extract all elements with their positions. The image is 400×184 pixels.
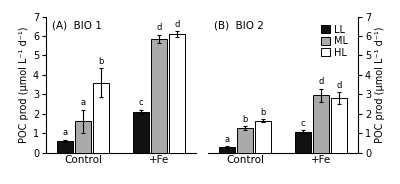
Text: d: d <box>336 81 342 90</box>
Text: b: b <box>242 115 248 124</box>
Text: b: b <box>98 57 104 66</box>
Text: c: c <box>301 119 305 128</box>
Bar <box>57 141 73 153</box>
Text: d: d <box>156 23 162 32</box>
Text: a: a <box>62 128 68 137</box>
Text: a: a <box>80 98 86 107</box>
Text: (A)  BIO 1: (A) BIO 1 <box>52 21 102 31</box>
Bar <box>219 147 235 153</box>
Text: (B)  BIO 2: (B) BIO 2 <box>214 21 264 31</box>
Bar <box>313 95 329 153</box>
Y-axis label: POC prod (μmol L⁻¹ d⁻¹): POC prod (μmol L⁻¹ d⁻¹) <box>19 26 29 143</box>
Bar <box>169 34 185 153</box>
Text: a: a <box>224 135 230 144</box>
Bar <box>295 132 311 153</box>
Legend: LL, ML, HL: LL, ML, HL <box>319 23 350 60</box>
Bar <box>133 112 149 153</box>
Text: d: d <box>174 20 180 29</box>
Bar <box>255 121 271 153</box>
Bar <box>75 121 91 153</box>
Bar <box>331 98 347 153</box>
Text: d: d <box>318 77 324 86</box>
Text: b: b <box>260 108 266 117</box>
Bar <box>151 39 167 153</box>
Bar <box>93 83 109 153</box>
Text: c: c <box>139 98 143 107</box>
Y-axis label: POC prod (μmol L⁻¹ d⁻¹): POC prod (μmol L⁻¹ d⁻¹) <box>375 26 385 143</box>
Bar <box>237 128 253 153</box>
